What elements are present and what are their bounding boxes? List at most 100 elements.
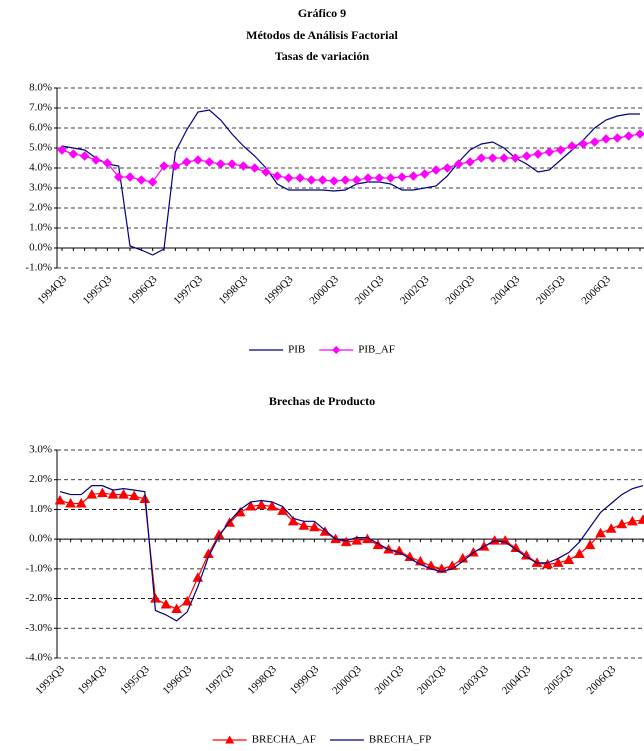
marker [160,598,172,609]
y-tick-label: 7.0% [29,102,52,114]
x-tick-label: 2001Q3 [373,663,407,697]
x-tick-label: 2005Q3 [534,273,568,307]
marker [419,169,430,179]
x-tick-label: 1999Q3 [262,273,296,307]
marker [374,173,385,183]
legend-label: BRECHA_AF [252,734,316,746]
marker [595,527,606,538]
marker [616,518,628,529]
x-tick-label: 1999Q3 [288,663,322,697]
marker [272,171,283,181]
marker [385,173,396,183]
y-tick-label: -1.0% [25,262,52,274]
marker [574,548,585,558]
marker [319,526,331,536]
marker [65,497,76,508]
marker [118,489,129,499]
marker [249,163,260,173]
marker [57,145,67,155]
marker [261,167,271,177]
marker [150,593,161,603]
marker [68,149,79,159]
marker [431,165,441,175]
marker [623,131,634,141]
y-tick-label: 2.0% [29,473,52,485]
marker [340,536,352,547]
marker [113,172,124,182]
marker [476,153,487,163]
x-tick-label: 1993Q3 [33,663,67,697]
y-tick-label: 3.0% [29,182,52,194]
marker [102,158,113,168]
y-tick-label: -4.0% [25,652,52,664]
x-tick-label: 1995Q3 [81,273,115,307]
x-tick-label: 2002Q3 [415,663,449,697]
marker [86,489,98,499]
series [54,487,644,613]
y-tick-label: 0.0% [29,242,52,254]
series [59,485,644,622]
chart-title: Brechas de Producto [269,394,375,408]
marker [465,157,475,167]
legend-marker [225,735,235,744]
x-tick-label: 1998Q3 [245,663,279,697]
marker [601,134,611,144]
marker [499,153,509,163]
marker [54,494,66,505]
marker [584,539,596,550]
x-tick-label: 2003Q3 [443,273,477,307]
marker [309,521,320,532]
marker [397,172,407,182]
marker [283,173,294,183]
marker [287,515,299,526]
marker [79,151,90,161]
marker [170,161,181,171]
marker [351,175,362,185]
marker [193,155,203,165]
line [61,109,640,256]
marker [298,520,310,530]
marker [147,177,158,187]
x-tick-label: 2000Q3 [330,663,364,697]
series [61,109,640,256]
line [61,133,641,183]
marker [555,145,566,155]
x-tick-label: 2001Q3 [353,273,387,307]
x-tick-label: 1996Q3 [161,663,195,697]
x-tick-label: 1997Q3 [203,663,237,697]
y-tick-label: 8.0% [29,82,52,94]
marker [266,500,278,511]
marker [75,497,87,508]
marker [363,173,373,183]
y-tick-label: 3.0% [29,444,52,456]
marker [139,493,151,504]
marker [567,141,577,151]
series [57,129,644,187]
y-tick-label: 1.0% [29,503,52,515]
marker [442,163,453,173]
marker [329,176,339,186]
marker [612,133,623,143]
page-title: Gráfico 9 [298,6,346,20]
marker [213,529,225,539]
x-tick-label: 1995Q3 [118,663,152,697]
marker [605,523,617,533]
x-tick-label: 1997Q3 [171,273,205,307]
x-tick-label: 2004Q3 [500,663,534,697]
marker [637,514,644,524]
marker [425,560,437,570]
marker [256,499,267,509]
marker [635,129,644,139]
marker [181,596,193,606]
x-tick-label: 1996Q3 [126,273,160,307]
x-tick-label: 1994Q3 [76,663,110,697]
chart-title: Tasas de variación [275,49,370,63]
marker [544,147,555,157]
marker [521,151,532,161]
marker [238,161,249,171]
marker [159,161,169,171]
page-subtitle: Métodos de Análisis Factorial [246,28,398,42]
x-tick-label: 2005Q3 [542,663,576,697]
marker [204,157,215,167]
